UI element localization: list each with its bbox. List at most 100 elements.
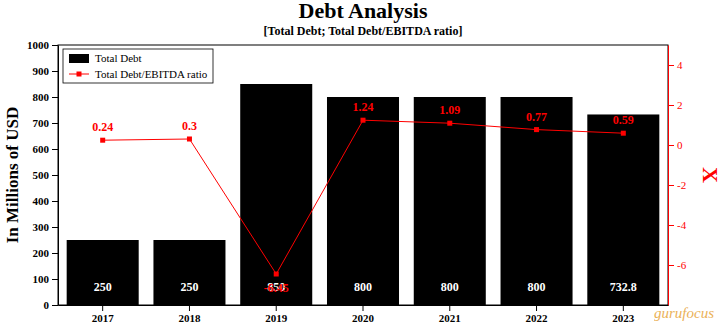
y-tick: 700 bbox=[33, 117, 59, 129]
x-tick-mark bbox=[623, 305, 624, 311]
x-tick-label: 2021 bbox=[439, 312, 461, 324]
x-tick: 2020 bbox=[352, 305, 375, 324]
x-axis: 2017 2018 2019 2020 2021 2022 2023 bbox=[59, 305, 669, 324]
y2-tick-mark bbox=[668, 185, 674, 186]
bar bbox=[587, 114, 659, 305]
x-tick: 2022 bbox=[526, 305, 549, 324]
watermark: gurufocus bbox=[654, 305, 714, 321]
x-tick-label: 2023 bbox=[612, 312, 635, 324]
y-tick-mark bbox=[52, 227, 58, 228]
y-tick-mark bbox=[52, 45, 58, 46]
y2-tick-label: 2 bbox=[677, 99, 683, 111]
legend-label: Total Debt/EBITDA ratio bbox=[95, 68, 208, 80]
y2-tick-label: -6 bbox=[677, 259, 687, 271]
y2-tick-mark bbox=[668, 65, 674, 66]
plot-frame bbox=[58, 45, 668, 305]
y-axis-line bbox=[58, 46, 59, 306]
marker bbox=[187, 137, 192, 142]
line-label: -6.45 bbox=[264, 281, 289, 295]
x-tick: 2018 bbox=[178, 305, 201, 324]
y2-tick-label: -2 bbox=[677, 179, 686, 191]
y-tick-mark bbox=[52, 149, 58, 150]
y-tick-mark bbox=[52, 253, 58, 254]
y2-tick: -2 bbox=[668, 179, 686, 191]
y-tick: 200 bbox=[33, 247, 59, 259]
y2-tick: 0 bbox=[668, 139, 683, 151]
y-axis: 0 100 200 300 400 500 600 700 800 900 1000 bbox=[27, 39, 59, 311]
chart: Debt Analysis[Total Debt; Total Debt/EBI… bbox=[0, 0, 720, 324]
y-tick: 300 bbox=[33, 221, 59, 233]
y-tick: 800 bbox=[33, 91, 59, 103]
legend-swatch bbox=[77, 72, 82, 77]
y2-axis-line bbox=[668, 46, 669, 306]
marker bbox=[534, 127, 539, 132]
x-tick-label: 2020 bbox=[352, 312, 375, 324]
legend: Total Debt Total Debt/EBITDA ratio bbox=[63, 49, 213, 83]
bar-label: 800 bbox=[528, 280, 546, 294]
line-label: 0.3 bbox=[182, 119, 197, 133]
subtitle: [Total Debt; Total Debt/EBITDA ratio] bbox=[264, 24, 463, 38]
bar-label: 732.8 bbox=[610, 280, 637, 294]
legend-label: Total Debt bbox=[95, 52, 142, 64]
marker bbox=[274, 272, 279, 277]
y-tick: 0 bbox=[44, 299, 59, 311]
y2-tick-mark bbox=[668, 145, 674, 146]
y-tick-label: 100 bbox=[33, 273, 50, 285]
line-label: 1.09 bbox=[439, 103, 460, 117]
marker bbox=[100, 138, 105, 143]
bar bbox=[327, 97, 399, 305]
y-tick-label: 0 bbox=[44, 299, 50, 311]
x-tick-mark bbox=[276, 305, 277, 311]
y-tick-mark bbox=[52, 201, 58, 202]
y-tick-mark bbox=[52, 97, 58, 98]
x-tick: 2019 bbox=[265, 305, 288, 324]
y-tick: 600 bbox=[33, 143, 59, 155]
y-tick-mark bbox=[52, 279, 58, 280]
line bbox=[103, 120, 624, 274]
x-tick: 2017 bbox=[92, 305, 115, 324]
bar-label: 250 bbox=[94, 280, 112, 294]
y2-axis: -6-4-2024 bbox=[668, 46, 687, 306]
y2-tick-mark bbox=[668, 225, 674, 226]
y-tick-label: 900 bbox=[33, 65, 50, 77]
x-tick-mark bbox=[363, 305, 364, 311]
bar bbox=[240, 84, 312, 305]
line-label: 0.77 bbox=[526, 110, 547, 124]
y-tick-label: 200 bbox=[33, 247, 50, 259]
x-tick-label: 2018 bbox=[178, 312, 201, 324]
y-tick: 900 bbox=[33, 65, 59, 77]
x-tick-mark bbox=[536, 305, 537, 311]
plot-area bbox=[67, 84, 660, 305]
line-label: 0.24 bbox=[92, 120, 113, 134]
bar bbox=[153, 240, 225, 305]
y2-tick-mark bbox=[668, 105, 674, 106]
bar bbox=[67, 240, 139, 305]
line-label: 1.24 bbox=[353, 100, 374, 114]
y2-tick-label: -4 bbox=[677, 219, 687, 231]
y2-tick: -4 bbox=[668, 219, 687, 231]
y-tick-mark bbox=[52, 71, 58, 72]
y-tick-label: 500 bbox=[33, 169, 50, 181]
bar bbox=[414, 97, 486, 305]
y-axis-title: In Millions of USD bbox=[3, 107, 22, 244]
legend-swatch bbox=[69, 54, 89, 63]
x-tick-mark bbox=[189, 305, 190, 311]
marker bbox=[361, 118, 366, 123]
y-tick: 1000 bbox=[27, 39, 58, 51]
y-tick-label: 400 bbox=[33, 195, 50, 207]
bar-label: 800 bbox=[354, 280, 372, 294]
y-tick-label: 1000 bbox=[27, 39, 50, 51]
y2-tick-label: 0 bbox=[677, 139, 683, 151]
x-tick-label: 2022 bbox=[526, 312, 549, 324]
y-tick-label: 300 bbox=[33, 221, 50, 233]
x-tick-label: 2017 bbox=[92, 312, 115, 324]
y-tick-mark bbox=[52, 175, 58, 176]
bar-label: 800 bbox=[441, 280, 459, 294]
bar-label: 250 bbox=[180, 280, 198, 294]
y2-tick: -6 bbox=[668, 259, 687, 271]
y2-axis-title: X bbox=[698, 167, 720, 183]
y-tick-mark bbox=[52, 123, 58, 124]
x-tick: 2023 bbox=[612, 305, 635, 324]
x-tick: 2021 bbox=[439, 305, 461, 324]
y-tick: 100 bbox=[33, 273, 59, 285]
